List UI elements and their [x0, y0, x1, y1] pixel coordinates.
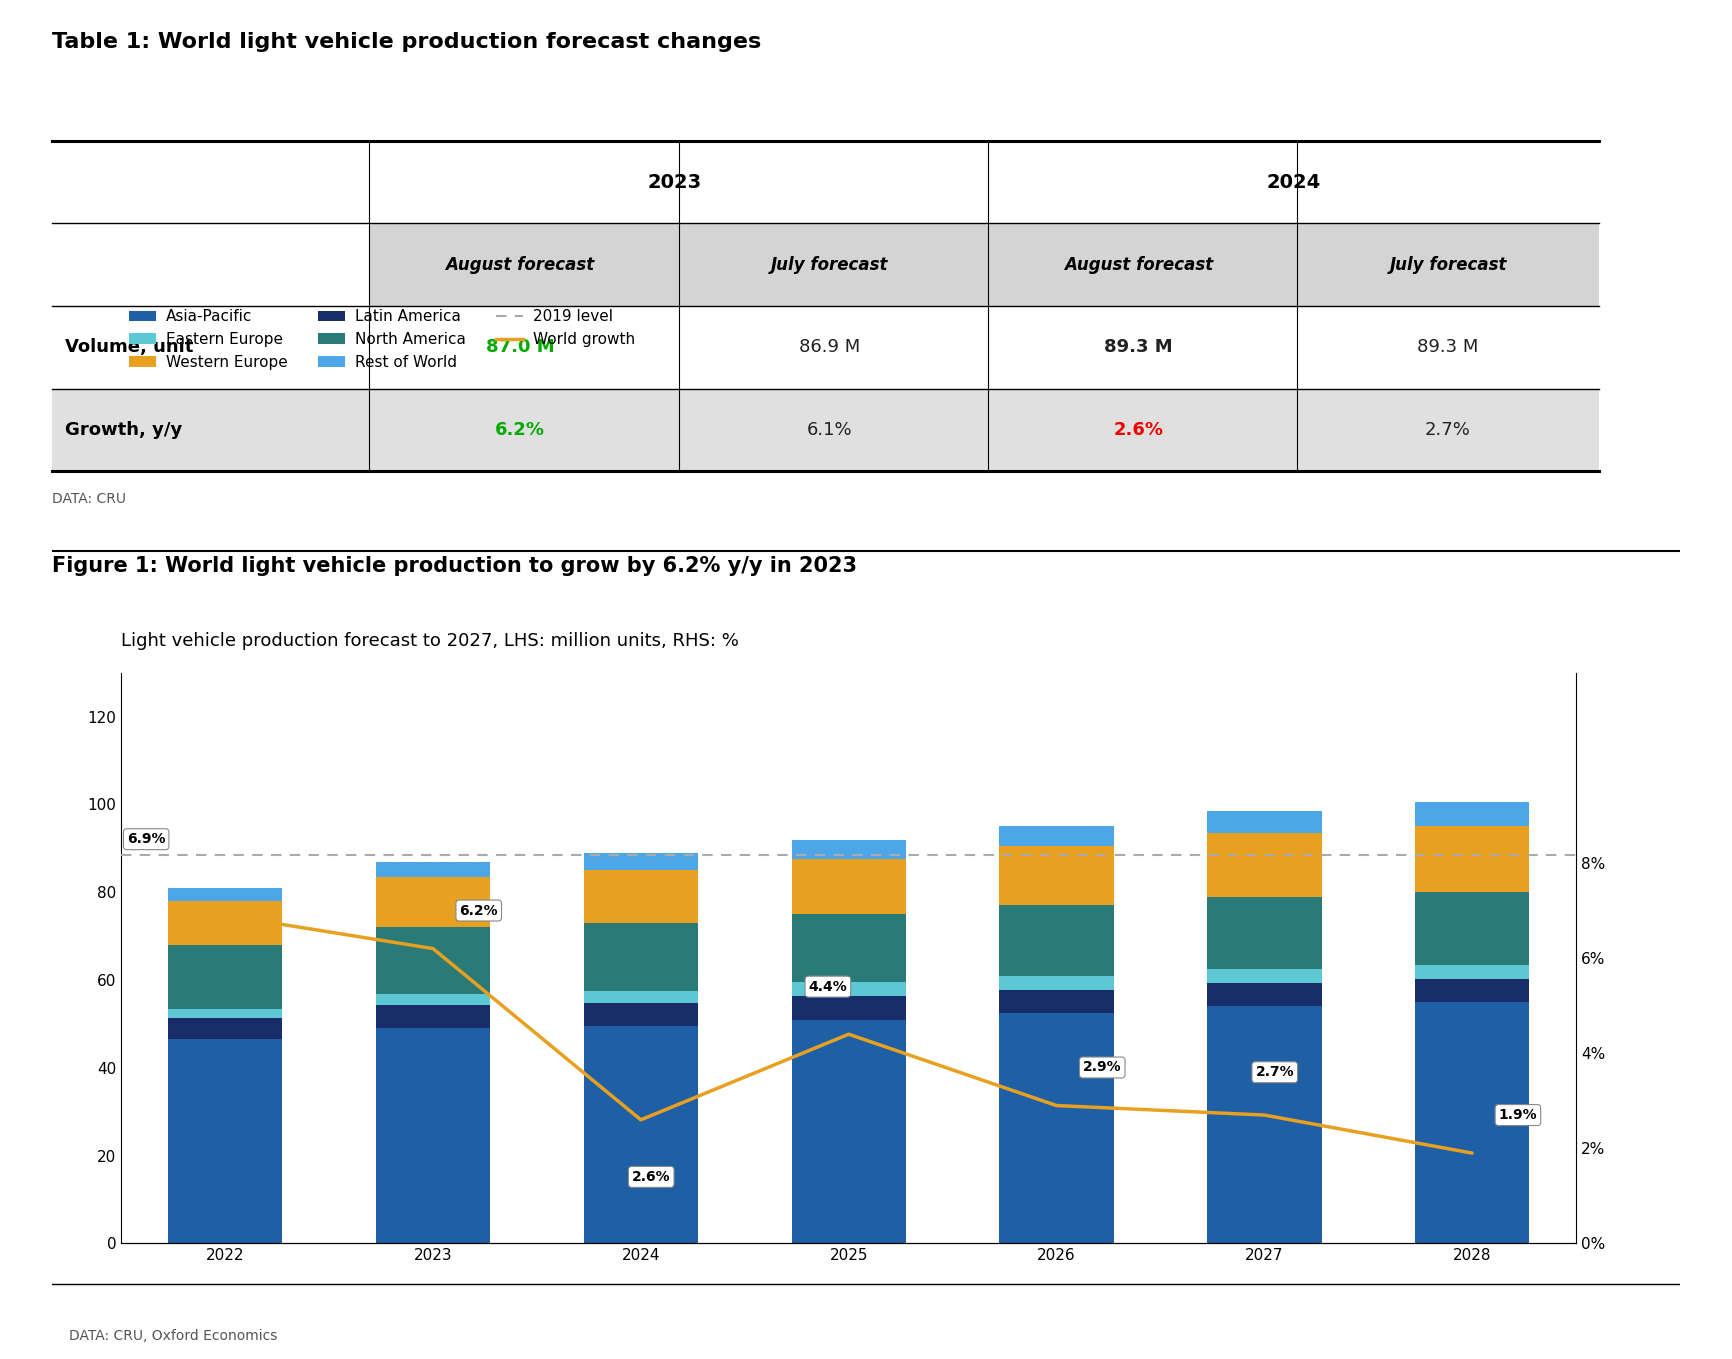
- Text: 2.6%: 2.6%: [1114, 421, 1164, 439]
- Bar: [168, 1040, 282, 1243]
- Bar: [168, 887, 282, 901]
- Bar: [376, 877, 490, 927]
- Bar: [168, 945, 282, 1008]
- Bar: [584, 870, 698, 923]
- Bar: [792, 859, 906, 915]
- Bar: [999, 847, 1114, 905]
- Bar: [584, 991, 698, 1003]
- Text: 6.1%: 6.1%: [807, 421, 852, 439]
- Bar: [1207, 833, 1322, 897]
- Bar: [168, 1008, 282, 1018]
- Bar: [1415, 893, 1529, 965]
- Text: 86.9 M: 86.9 M: [798, 338, 861, 356]
- Text: July forecast: July forecast: [1389, 255, 1507, 273]
- Bar: [999, 826, 1114, 847]
- Text: August forecast: August forecast: [445, 255, 594, 273]
- Text: Light vehicle production forecast to 2027, LHS: million units, RHS: %: Light vehicle production forecast to 202…: [121, 632, 740, 650]
- Bar: [1207, 897, 1322, 969]
- Bar: [376, 862, 490, 877]
- Text: 4.4%: 4.4%: [809, 980, 847, 993]
- Text: 6.2%: 6.2%: [495, 421, 546, 439]
- Text: 2.7%: 2.7%: [1256, 1065, 1294, 1079]
- Bar: [999, 1012, 1114, 1243]
- Text: 89.3 M: 89.3 M: [1417, 338, 1479, 356]
- Text: 2024: 2024: [1266, 173, 1320, 192]
- Bar: [1207, 969, 1322, 983]
- Text: 1.9%: 1.9%: [1498, 1108, 1538, 1123]
- Text: 89.3 M: 89.3 M: [1105, 338, 1173, 356]
- Bar: [999, 989, 1114, 1012]
- Bar: [376, 1006, 490, 1029]
- Text: DATA: CRU, Oxford Economics: DATA: CRU, Oxford Economics: [69, 1329, 277, 1343]
- Bar: [1207, 983, 1322, 1007]
- Bar: [584, 1026, 698, 1243]
- Bar: [369, 223, 1599, 306]
- Bar: [584, 852, 698, 870]
- Bar: [1207, 811, 1322, 833]
- Text: August forecast: August forecast: [1063, 255, 1214, 273]
- Bar: [584, 923, 698, 991]
- Bar: [376, 1029, 490, 1243]
- Bar: [1207, 1007, 1322, 1243]
- Bar: [792, 1019, 906, 1243]
- Bar: [376, 927, 490, 993]
- Text: Growth, y/y: Growth, y/y: [66, 421, 182, 439]
- Text: Volume, unit: Volume, unit: [66, 338, 194, 356]
- Bar: [1415, 965, 1529, 978]
- Bar: [168, 1018, 282, 1040]
- Bar: [1415, 1002, 1529, 1243]
- Text: 2.7%: 2.7%: [1425, 421, 1470, 439]
- Bar: [168, 901, 282, 945]
- Bar: [999, 976, 1114, 989]
- Bar: [376, 993, 490, 1006]
- Text: July forecast: July forecast: [771, 255, 889, 273]
- Bar: [792, 996, 906, 1019]
- Text: 2.9%: 2.9%: [1082, 1060, 1122, 1075]
- Text: 2.6%: 2.6%: [632, 1170, 670, 1184]
- Text: 87.0 M: 87.0 M: [485, 338, 554, 356]
- Text: 2023: 2023: [648, 173, 701, 192]
- Text: 6.9%: 6.9%: [126, 832, 166, 847]
- Legend: Asia-Pacific, Eastern Europe, Western Europe, Latin America, North America, Rest: Asia-Pacific, Eastern Europe, Western Eu…: [128, 310, 634, 370]
- Bar: [792, 840, 906, 859]
- Bar: [999, 905, 1114, 976]
- Text: Figure 1: World light vehicle production to grow by 6.2% y/y in 2023: Figure 1: World light vehicle production…: [52, 556, 857, 576]
- Bar: [584, 1003, 698, 1026]
- Bar: [52, 389, 1599, 472]
- Text: 6.2%: 6.2%: [459, 904, 499, 917]
- Bar: [1415, 826, 1529, 893]
- Bar: [1415, 978, 1529, 1002]
- Bar: [792, 983, 906, 996]
- Bar: [792, 915, 906, 983]
- Bar: [1415, 802, 1529, 826]
- Text: DATA: CRU: DATA: CRU: [52, 492, 126, 506]
- Text: Table 1: World light vehicle production forecast changes: Table 1: World light vehicle production …: [52, 33, 760, 53]
